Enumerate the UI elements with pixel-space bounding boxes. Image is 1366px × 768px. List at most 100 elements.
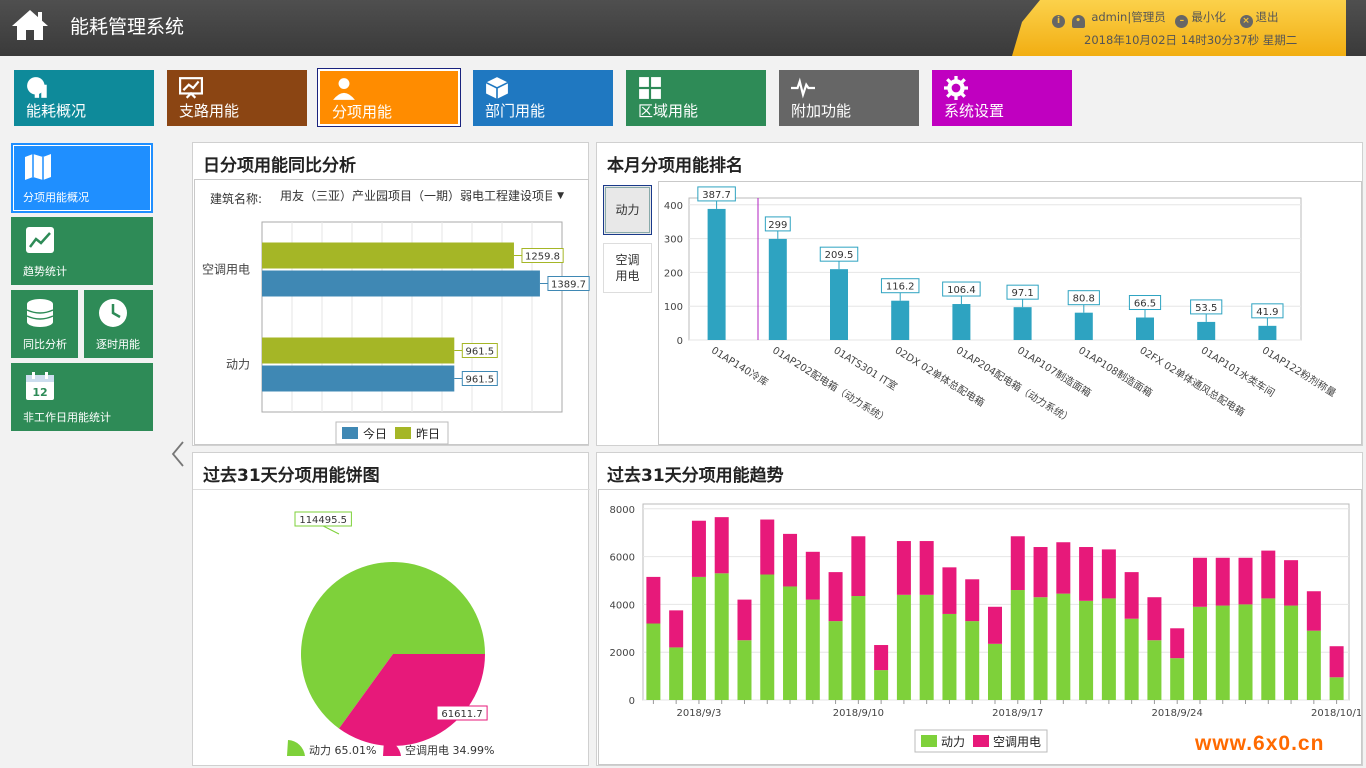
gear-icon xyxy=(944,76,968,100)
user-icon: • xyxy=(1071,15,1085,28)
sidebar-item-label: 逐时用能 xyxy=(96,338,140,351)
building-select[interactable]: 用友（三亚）产业园项目（一期）弱电工程建设项目 ▼ xyxy=(280,186,568,206)
bar-power xyxy=(1261,598,1276,700)
bar-power xyxy=(1124,618,1139,700)
trend-chart: 0 2000 4000 6000 8000 2018/9/3 2018/9/10 2018/9… xyxy=(610,503,1362,753)
logout-button[interactable]: × 退出 xyxy=(1239,10,1279,28)
user-name: admin|管理员 xyxy=(1091,10,1166,24)
legend-label: 空调用电 34.99% xyxy=(405,743,494,757)
legend-label: 动力 xyxy=(941,735,965,749)
daily-chart-box: 建筑名称: 用友（三亚）产业园项目（一期）弱电工程建设项目 ▼ 空调用电 1259… xyxy=(194,179,590,445)
chevron-down-icon: ▼ xyxy=(557,191,564,201)
bar-ac xyxy=(737,599,752,641)
category-label: 空调用电 xyxy=(202,263,250,277)
bar-ac xyxy=(1238,557,1253,605)
collapse-chevron-icon[interactable] xyxy=(170,440,186,468)
close-icon: × xyxy=(1239,15,1253,28)
bar-power xyxy=(1170,658,1185,700)
building-label: 建筑名称: xyxy=(210,192,263,206)
bar-ac xyxy=(1147,597,1162,641)
watermark: www.6x0.cn xyxy=(1195,732,1325,755)
bar-ac xyxy=(691,520,706,577)
nav-tile-6[interactable]: 附加功能 xyxy=(779,70,919,126)
bar-ac xyxy=(1215,557,1230,606)
rank-bar xyxy=(952,304,971,340)
sidebar-item-trend[interactable]: 趋势统计 xyxy=(11,217,153,285)
y-tick-label: 8000 xyxy=(610,505,635,516)
legend-label: 空调用电 xyxy=(993,735,1041,749)
map-icon xyxy=(25,154,51,180)
user-panel: i • admin|管理员 – 最小化 × 退出 2018年10月02日 14时30… xyxy=(1012,0,1346,56)
x-tick-label: 2018/9/3 xyxy=(676,708,721,719)
bar-ac xyxy=(1284,560,1299,606)
x-tick-label: 01AP204配电箱（动力系统） xyxy=(954,344,1075,426)
sidebar-item-compare[interactable]: 同比分析 xyxy=(11,290,78,358)
data-label: 106.4 xyxy=(947,285,976,296)
nav-tile-5[interactable]: 区域用能 xyxy=(626,70,766,126)
sidebar-item-label: 分项用能概况 xyxy=(23,191,89,204)
chart-legend: 今日 昨日 xyxy=(335,421,449,445)
nav-tile-3[interactable]: 分项用能 xyxy=(317,68,461,127)
tab-power[interactable]: 动力 xyxy=(603,185,652,235)
sidebar-item-nonworkday[interactable]: 12 非工作日用能统计 xyxy=(11,363,153,431)
bar-今日 xyxy=(262,270,540,297)
data-label: 41.9 xyxy=(1256,307,1278,318)
bar-power xyxy=(1147,640,1162,700)
nav-tile-2[interactable]: 支路用能 xyxy=(167,70,307,126)
x-tick-label: 2018/9/17 xyxy=(992,708,1043,719)
y-tick-label: 200 xyxy=(664,268,683,279)
bar-ac xyxy=(1124,572,1139,619)
bar-ac xyxy=(1192,557,1207,607)
data-label: 97.1 xyxy=(1011,288,1033,299)
panel-title: 日分项用能同比分析 xyxy=(203,156,356,176)
top-bar: 能耗管理系统 i • admin|管理员 – 最小化 × 退出 2018年10月02… xyxy=(0,0,1366,56)
bar-昨日 xyxy=(262,337,455,364)
data-label: 299 xyxy=(768,220,787,231)
bar-power xyxy=(1192,606,1207,700)
bar-ac xyxy=(828,572,843,622)
nav-tile-4[interactable]: 部门用能 xyxy=(473,70,613,126)
panel-title: 过去31天分项用能饼图 xyxy=(203,466,380,486)
bar-power xyxy=(1033,597,1048,700)
bar-power xyxy=(646,623,661,700)
rank-bar xyxy=(1136,317,1154,340)
sidebar-item-label: 趋势统计 xyxy=(23,265,67,278)
chart-legend: 动力 空调用电 xyxy=(914,729,1048,753)
nav-tile-label: 支路用能 xyxy=(179,102,240,120)
sidebar-item-label: 非工作日用能统计 xyxy=(23,411,111,424)
nav-tile-label: 部门用能 xyxy=(485,102,546,120)
x-tick-label: 02FX 02单体通风总配电箱 xyxy=(1137,344,1247,419)
data-label: 80.8 xyxy=(1073,294,1095,305)
panel-pie: 过去31天分项用能饼图 114495.5 61611.7 动力 65.01% 空调用电… xyxy=(192,452,590,766)
sidebar-item-hourly[interactable]: 逐时用能 xyxy=(84,290,153,358)
ranking-chart: 0 100 200 300 400 387.7 01AP140冷库 299 01AP202配电箱… xyxy=(664,186,1339,426)
rank-bar xyxy=(707,208,726,340)
bar-ac xyxy=(988,606,1002,644)
clock-icon xyxy=(99,299,127,327)
nav-tile-1[interactable]: 能耗概况 xyxy=(14,70,154,126)
rank-bar xyxy=(768,238,787,340)
minimize-icon: – xyxy=(1175,15,1189,28)
bar-ac xyxy=(714,517,729,574)
nav-tile-7[interactable]: 系统设置 xyxy=(932,70,1072,126)
bar-power xyxy=(1101,598,1116,700)
pulse-icon xyxy=(791,77,815,99)
bar-ac xyxy=(919,541,934,595)
rank-bar xyxy=(1197,321,1216,340)
x-tick-label: 2018/9/10 xyxy=(833,708,884,719)
tab-ac[interactable]: 空调用电 xyxy=(603,243,652,293)
bar-power xyxy=(942,613,957,700)
rank-bar xyxy=(1074,312,1093,340)
home-icon[interactable] xyxy=(10,8,50,42)
minimize-button[interactable]: – 最小化 xyxy=(1175,10,1226,28)
bar-power xyxy=(1306,630,1321,700)
sidebar-item-overview[interactable]: 分项用能概况 xyxy=(11,143,153,213)
info-icon[interactable]: i xyxy=(1052,15,1065,28)
bar-power xyxy=(1329,677,1344,700)
bar-ac xyxy=(1033,547,1048,598)
trend-icon xyxy=(26,227,54,253)
bar-power xyxy=(1215,605,1230,700)
cube-icon xyxy=(485,77,509,99)
bar-ac xyxy=(896,541,911,595)
legend-label: 今日 xyxy=(363,426,387,441)
